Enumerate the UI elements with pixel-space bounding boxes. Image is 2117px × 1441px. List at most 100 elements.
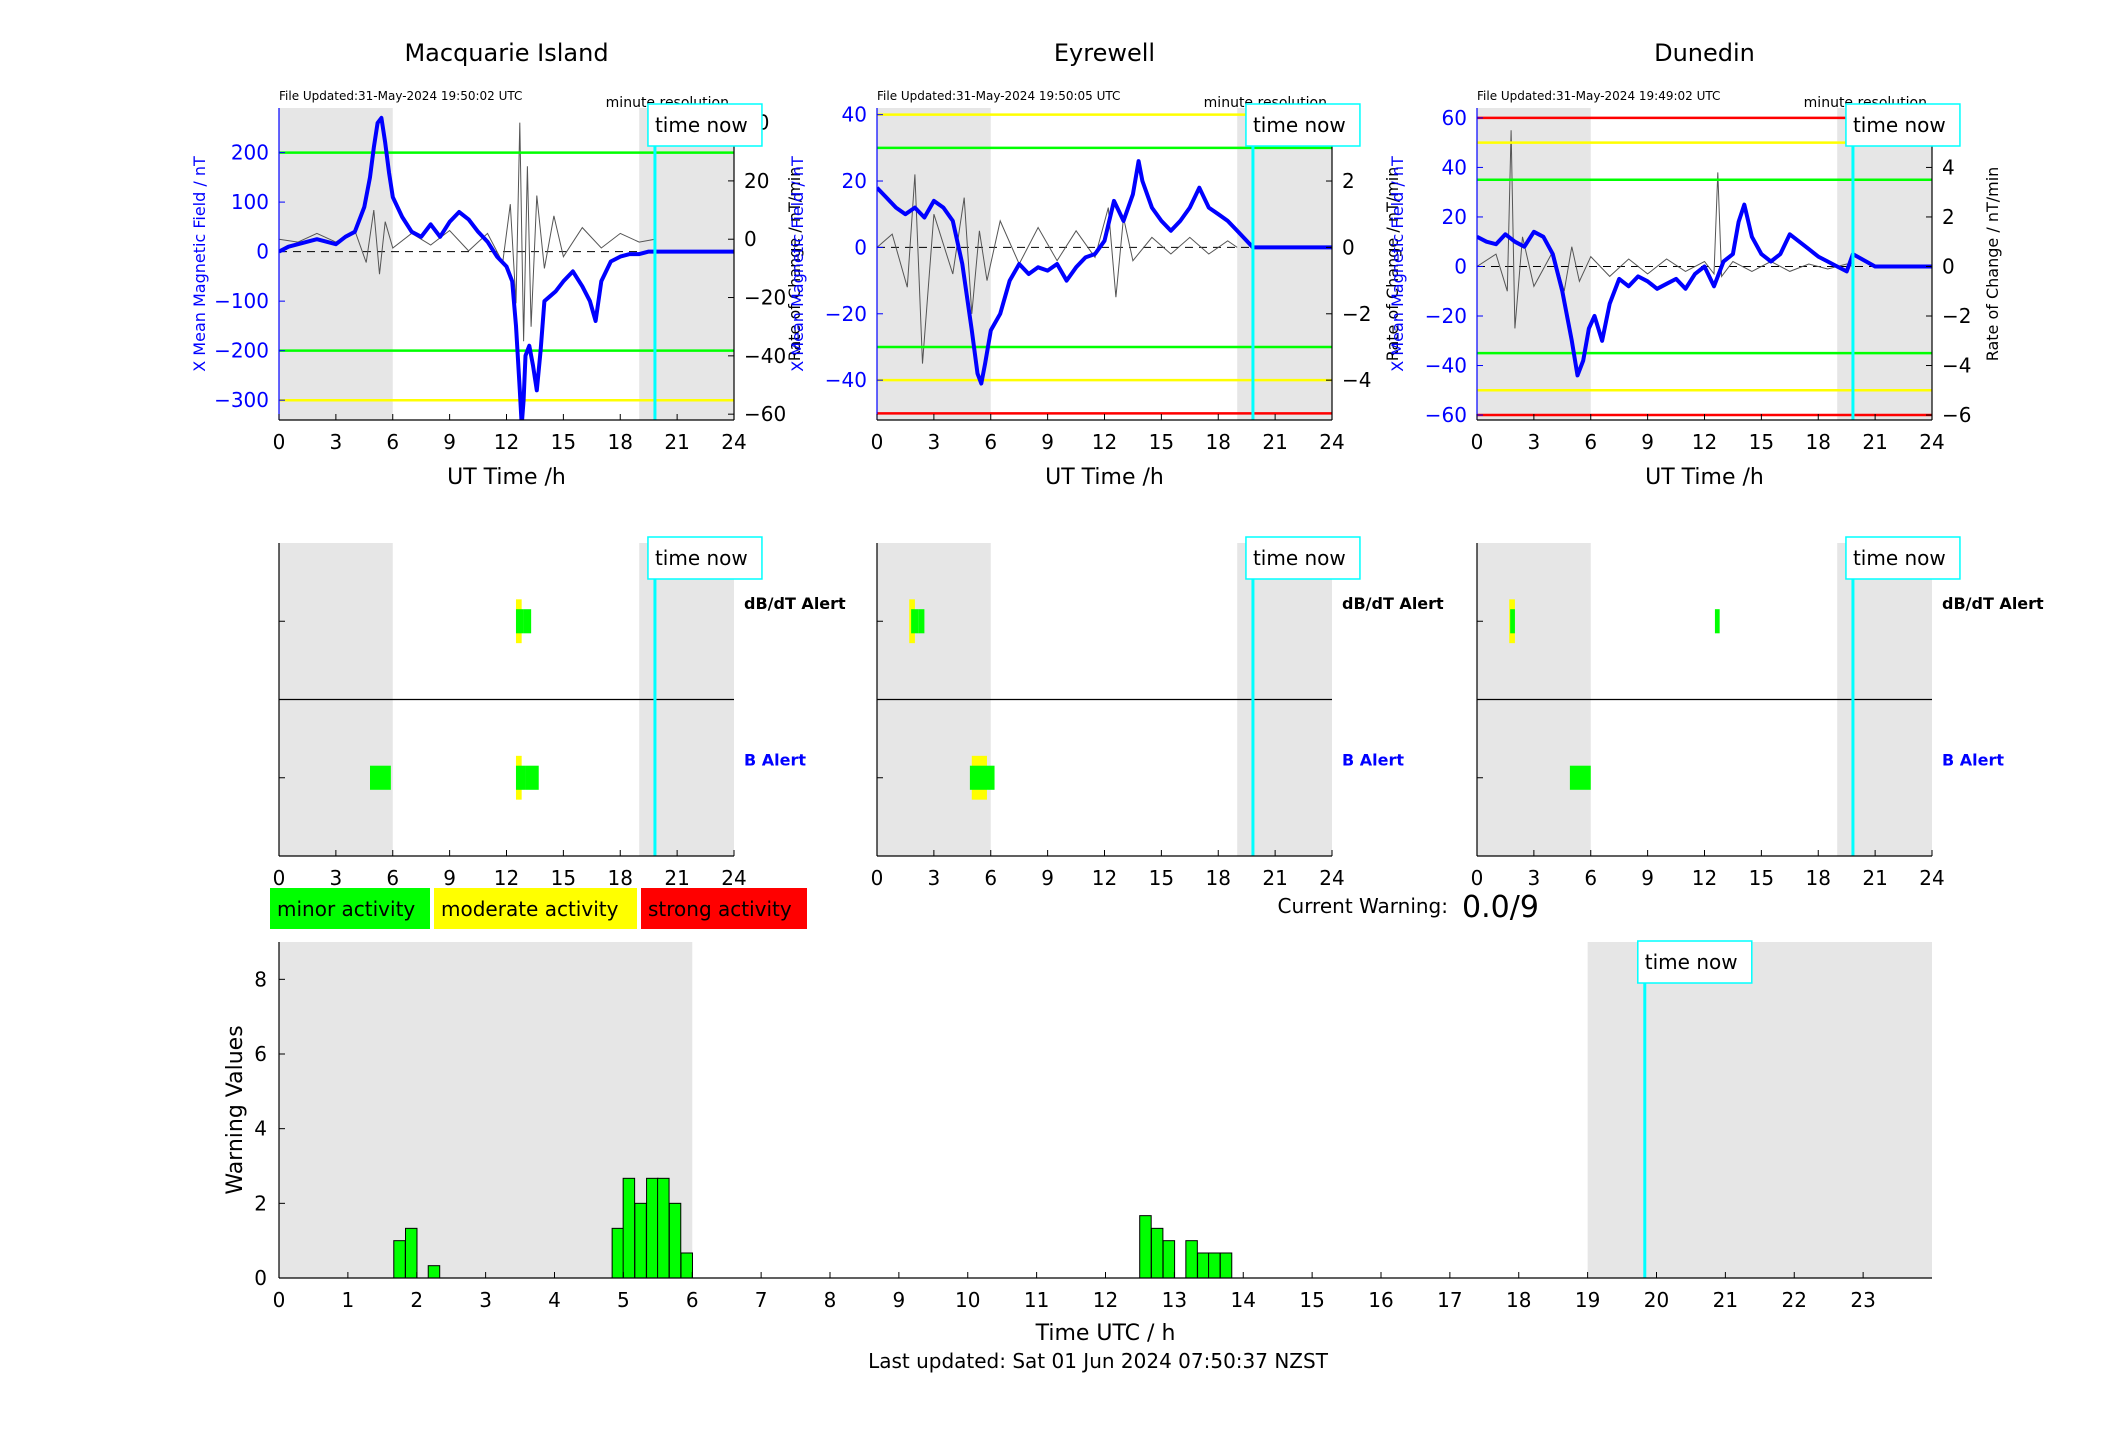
y2-tick-label: 20 [744,169,769,193]
x-tick-label: 14 [1231,1288,1256,1312]
station-line-charts: 0 3 6 9 12 15 18 21 24−300−200−1000100200−60−40−… [190,39,2002,490]
y-tick-label: −40 [825,368,867,392]
time-now-label-box [1245,536,1361,580]
warning-bar [622,1177,636,1279]
x-tick-label: 24 [721,866,746,890]
y2-tick-label: 0 [744,227,757,251]
x-tick-label: 21 [1262,430,1287,454]
warning-bar [657,1177,670,1279]
y-tick-label: −20 [1425,304,1467,328]
x-tick-label: 18 [1206,866,1231,890]
x-tick-label: 8 [824,1288,837,1312]
x-tick-label: 9 [443,430,456,454]
dbdt-alert-block [1714,609,1720,634]
x-tick-label: 0 [273,866,286,890]
x-tick-label: 12 [1692,866,1717,890]
x-tick-label: 18 [608,866,633,890]
x-tick-label: 3 [479,1288,492,1312]
warning-bar [1150,1227,1164,1279]
x-tick-label: 12 [1093,1288,1118,1312]
time-now-label: time now [655,113,748,137]
time-now-label-box [1245,103,1361,147]
x-tick-label: 12 [1692,430,1717,454]
time-now-label: time now [1253,546,1346,570]
y2-axis-label: Rate of Change / nT/min [1383,167,1402,362]
time-now-label: time now [655,546,748,570]
y2-tick-label: 0 [1342,235,1355,259]
x-tick-label: 24 [1319,866,1344,890]
footer-last-updated: Last updated: Sat 01 Jun 2024 07:50:37 N… [868,1349,1329,1373]
y-tick-label: 40 [1442,155,1467,179]
y-tick-label: −100 [214,289,269,313]
magnetic-field-line [279,115,734,420]
x-tick-label: 15 [551,430,576,454]
x-tick-label: 3 [928,866,941,890]
x-tick-label: 23 [1850,1288,1875,1312]
dbdt-alert-block [918,609,925,634]
y2-tick-label: −20 [744,286,786,310]
y2-tick-label: −2 [1342,302,1371,326]
time-now-label: time now [1853,546,1946,570]
x-tick-label: 24 [1319,430,1344,454]
x-tick-label: 21 [664,430,689,454]
x-tick-label: 18 [608,430,633,454]
x-tick-label: 6 [386,430,399,454]
current-warning-label: Current Warning: [1278,894,1448,918]
y-axis-label: X Mean Magnetic Field / nT [788,156,807,372]
warning-bar-chart: 0 1 2 3 4 5 6 7 8 9 10 11 12 13 14 15 16 17 18 19 20 21 22 2302… [223,940,1932,1346]
y-tick-label: 100 [231,190,269,214]
x-tick-label: 0 [273,1288,286,1312]
x-tick-label: 9 [1641,430,1654,454]
file-updated-text: File Updated:31-May-2024 19:50:05 UTC [877,89,1120,103]
y-tick-label: 0 [1454,254,1467,278]
x-tick-label: 6 [686,1288,699,1312]
x-tick-label: 3 [330,866,343,890]
dbdt-alert-block [515,609,524,634]
x-tick-label: 9 [893,1288,906,1312]
alert-chart-1: 0 3 6 9 12 15 18 21 24 dB/dT Alert B Alert time now [871,536,1444,890]
y-tick-label: −40 [1425,354,1467,378]
warning-bar [1208,1252,1221,1279]
y2-tick-label: −2 [1942,304,1971,328]
legend-label: moderate activity [441,897,619,921]
b-alert-block [525,765,539,790]
night-shade [1477,108,1591,420]
x-axis-label: UT Time /h [1045,465,1164,490]
dbdt-alert-label: dB/dT Alert [744,594,846,613]
x-tick-label: 12 [494,866,519,890]
y2-tick-label: −4 [1942,354,1971,378]
bar-y-axis-label: Warning Values [223,1025,248,1194]
x-tick-label: 18 [1206,430,1231,454]
warning-bar [1185,1240,1198,1279]
warning-bar [668,1202,682,1279]
x-tick-label: 24 [721,430,746,454]
night-shade [279,108,393,420]
y2-tick-label: 2 [1342,169,1355,193]
warning-bar [1162,1240,1176,1279]
x-tick-label: 3 [1528,866,1541,890]
y2-tick-label: −4 [1342,368,1371,392]
x-tick-label: 6 [1584,866,1597,890]
time-now-label-box [1845,103,1961,147]
y-tick-label: 0 [256,240,269,264]
x-tick-label: 17 [1437,1288,1462,1312]
b-alert-block [969,765,995,790]
line-chart-1: 03691215182124−40−2002040−4−2024Eyrewell… [788,39,1402,490]
x-tick-label: 9 [1041,430,1054,454]
b-alert-label: B Alert [744,751,806,770]
x-tick-label: 22 [1782,1288,1807,1312]
x-tick-label: 21 [1862,430,1887,454]
x-tick-label: 13 [1162,1288,1187,1312]
station-title: Eyrewell [1054,39,1155,67]
dbdt-alert-block [523,609,532,634]
x-tick-label: 12 [494,430,519,454]
x-tick-label: 15 [1299,1288,1324,1312]
warning-bar [680,1252,693,1279]
line-chart-2: 03691215182124−60−40−200204060−6−4−20246… [1388,39,2002,490]
dbdt-alert-label: dB/dT Alert [1942,594,2044,613]
x-tick-label: 3 [330,430,343,454]
y-tick-label: −200 [214,339,269,363]
station-title: Macquarie Island [404,39,608,67]
